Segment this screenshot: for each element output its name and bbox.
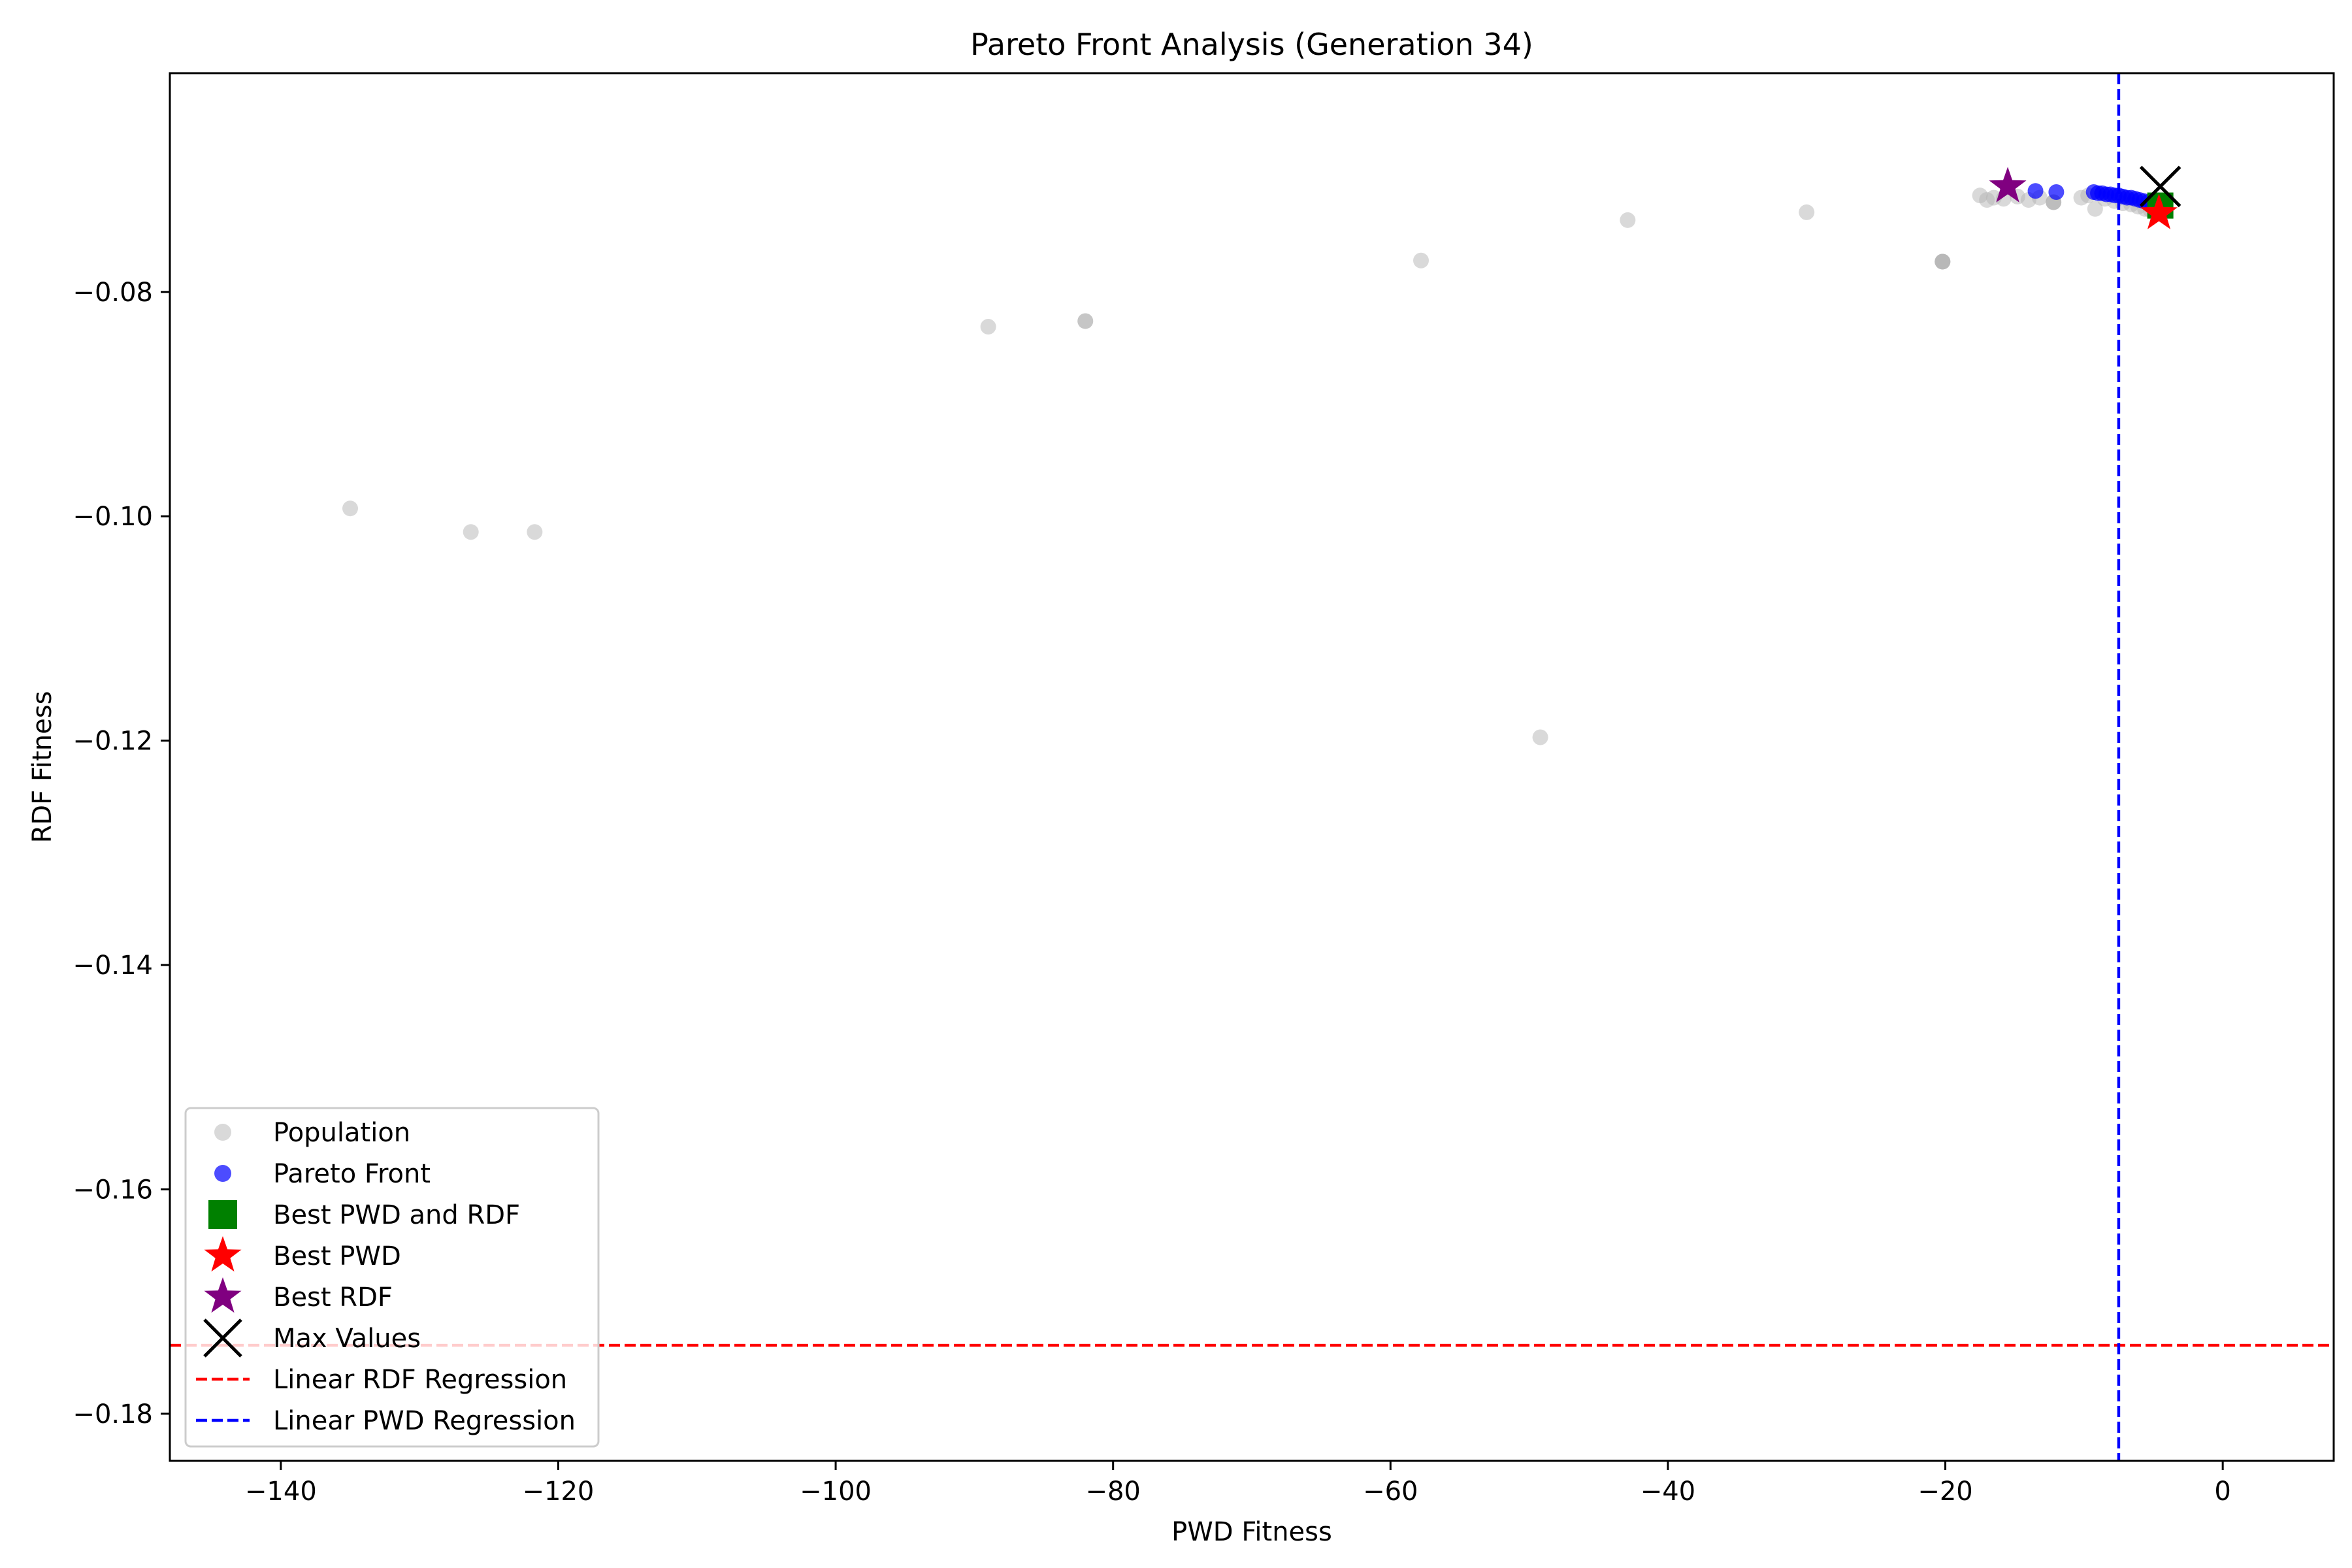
population-point bbox=[980, 319, 996, 335]
population-point bbox=[1413, 252, 1429, 269]
x-tick-label: −20 bbox=[1918, 1477, 1972, 1507]
chart-title: Pareto Front Analysis (Generation 34) bbox=[970, 27, 1533, 62]
y-tick-label: −0.14 bbox=[73, 951, 153, 981]
plot-series-group bbox=[170, 73, 2334, 1461]
best-pwd-point bbox=[2140, 193, 2178, 229]
max-values-point bbox=[2139, 165, 2181, 208]
legend: Population Pareto Front Best PWD and RDF Be… bbox=[184, 1107, 600, 1448]
y-tick-label: −0.12 bbox=[73, 727, 153, 757]
x-axis: −140 −120 −100 −80 −60 −40 −20 0 bbox=[245, 1461, 2231, 1507]
y-tick-label: −0.08 bbox=[73, 278, 153, 308]
population-point bbox=[527, 524, 543, 540]
legend-label: Best PWD and RDF bbox=[273, 1200, 520, 1230]
legend-label: Linear PWD Regression bbox=[273, 1406, 576, 1436]
legend-item-pareto-front: Pareto Front bbox=[214, 1159, 431, 1189]
best-rdf-point bbox=[1989, 167, 2027, 203]
legend-item-max-values: Max Values bbox=[203, 1318, 421, 1358]
legend-item-best-pwd-and-rdf: Best PWD and RDF bbox=[208, 1200, 520, 1230]
legend-item-population: Population bbox=[214, 1118, 410, 1148]
legend-frame bbox=[184, 1107, 600, 1448]
y-axis: −0.18 −0.16 −0.14 −0.12 −0.10 −0.08 bbox=[73, 278, 170, 1429]
population-point bbox=[342, 500, 358, 517]
legend-item-best-rdf: Best RDF bbox=[204, 1277, 393, 1313]
pareto-front-point bbox=[2048, 184, 2065, 201]
x-tick-label: −100 bbox=[800, 1477, 872, 1507]
max-values-series bbox=[2139, 165, 2181, 208]
y-axis-label: RDF Fitness bbox=[27, 691, 57, 843]
legend-label: Pareto Front bbox=[273, 1159, 431, 1189]
x-tick-label: −60 bbox=[1363, 1477, 1418, 1507]
y-tick-label: −0.10 bbox=[73, 502, 153, 532]
legend-label: Population bbox=[273, 1118, 410, 1148]
x-tick-label: −140 bbox=[245, 1477, 317, 1507]
population-point bbox=[1935, 253, 1951, 270]
legend-item-best-pwd: Best PWD bbox=[204, 1236, 401, 1272]
legend-swatch-star bbox=[204, 1236, 242, 1272]
plot-area bbox=[170, 73, 2334, 1461]
legend-swatch-circle bbox=[214, 1165, 231, 1182]
legend-swatch-circle bbox=[214, 1124, 231, 1141]
population-point bbox=[1532, 729, 1548, 745]
legend-item-linear-pwd-regression: Linear PWD Regression bbox=[196, 1406, 576, 1436]
legend-swatch-star bbox=[204, 1277, 242, 1313]
best-rdf-series bbox=[1989, 167, 2027, 203]
legend-label: Best PWD bbox=[273, 1241, 401, 1271]
population-point bbox=[1799, 204, 1815, 220]
population-point bbox=[2087, 201, 2103, 217]
population-point bbox=[463, 524, 479, 540]
legend-swatch-square bbox=[208, 1200, 237, 1229]
x-tick-label: −120 bbox=[523, 1477, 595, 1507]
x-tick-label: 0 bbox=[2214, 1477, 2230, 1507]
population-point bbox=[1077, 313, 1094, 329]
y-tick-label: −0.16 bbox=[73, 1175, 153, 1205]
y-tick-label: −0.18 bbox=[73, 1399, 153, 1429]
legend-label: Best RDF bbox=[273, 1282, 393, 1313]
best-pwd-series bbox=[2140, 193, 2178, 229]
x-tick-label: −80 bbox=[1085, 1477, 1140, 1507]
x-axis-label: PWD Fitness bbox=[1171, 1517, 1332, 1547]
legend-item-linear-rdf-regression: Linear RDF Regression bbox=[196, 1365, 567, 1395]
pareto-front-point bbox=[2027, 183, 2044, 199]
x-tick-label: −40 bbox=[1641, 1477, 1695, 1507]
axes-frame bbox=[169, 72, 2335, 1462]
legend-swatch-x bbox=[203, 1318, 242, 1358]
legend-label: Max Values bbox=[273, 1324, 421, 1354]
legend-label: Linear RDF Regression bbox=[273, 1365, 567, 1395]
population-point bbox=[1620, 212, 1636, 228]
